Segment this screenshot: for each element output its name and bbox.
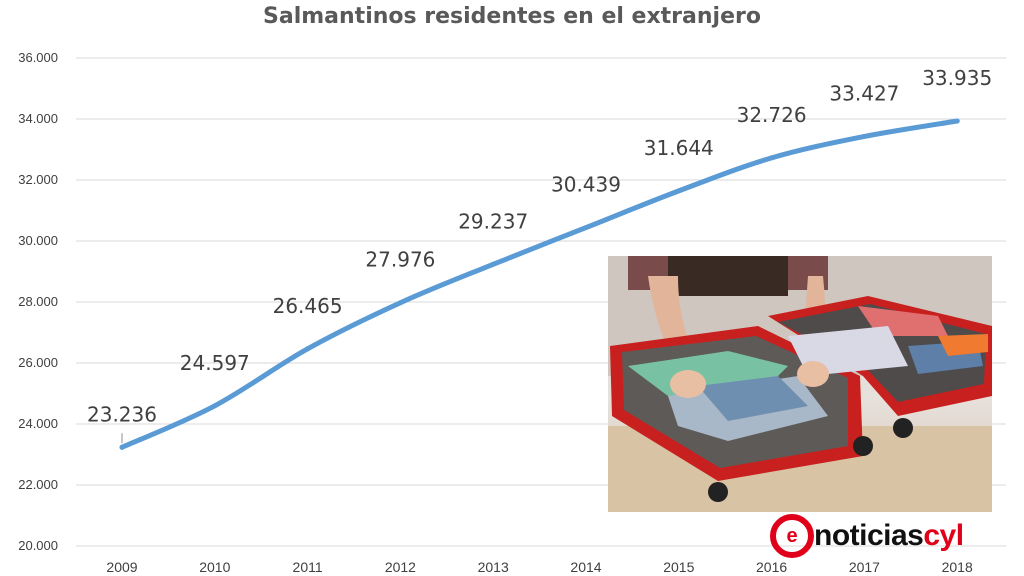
y-tick-label: 20.000 <box>18 538 58 553</box>
x-tick-label: 2017 <box>849 559 880 575</box>
x-tick-label: 2013 <box>478 559 509 575</box>
x-tick-label: 2018 <box>942 559 973 575</box>
x-tick-label: 2011 <box>293 559 323 575</box>
data-point <box>954 118 960 124</box>
y-tick-label: 34.000 <box>18 111 58 126</box>
data-label: 30.439 <box>551 173 621 197</box>
data-label: 24.597 <box>180 351 250 375</box>
data-point <box>490 261 496 267</box>
x-tick-label: 2016 <box>756 559 787 575</box>
data-label: 33.935 <box>922 66 992 90</box>
logo-word-cyl: cyl <box>923 519 964 552</box>
data-point <box>861 133 867 139</box>
data-point <box>583 225 589 231</box>
x-tick-label: 2010 <box>199 559 230 575</box>
data-label: 29.237 <box>458 209 528 233</box>
data-label: 31.644 <box>644 136 714 160</box>
y-tick-label: 32.000 <box>18 172 58 187</box>
y-tick-label: 36.000 <box>18 50 58 65</box>
logo-wordmark: noticiascyl <box>814 519 964 553</box>
y-axis-ticks: 20.000 22.000 24.000 26.000 28.000 30.000 32.0… <box>18 50 58 553</box>
x-tick-label: 2012 <box>385 559 416 575</box>
x-tick-label: 2015 <box>663 559 694 575</box>
y-tick-label: 22.000 <box>18 477 58 492</box>
x-tick-label: 2009 <box>106 559 137 575</box>
data-label: 26.465 <box>273 294 343 318</box>
data-label: 27.976 <box>365 248 435 272</box>
x-tick-label: 2014 <box>570 559 601 575</box>
noticiascyl-logo: e noticiascyl <box>770 506 964 566</box>
series <box>119 118 960 450</box>
data-point <box>212 403 218 409</box>
data-label: 32.726 <box>737 103 807 127</box>
y-tick-label: 30.000 <box>18 233 58 248</box>
data-point <box>397 300 403 306</box>
chart-title: Salmantinos residentes en el extranjero <box>263 4 761 29</box>
suitcase-photo <box>608 256 992 512</box>
series-line <box>119 118 960 450</box>
y-tick-label: 24.000 <box>18 416 58 431</box>
logo-mark: e <box>770 514 814 558</box>
y-tick-label: 28.000 <box>18 294 58 309</box>
data-label: 23.236 <box>87 402 157 426</box>
data-point <box>119 444 125 450</box>
x-axis-ticks: 2009 2010 2011 2012 2013 2014 2015 2016 2017 2018 <box>106 559 973 575</box>
data-point <box>305 346 311 352</box>
data-label: 33.427 <box>829 81 899 105</box>
gridlines <box>76 57 1006 547</box>
y-tick-label: 26.000 <box>18 355 58 370</box>
logo-word-noticias: noticias <box>814 519 924 552</box>
data-labels: 23.236 24.597 26.465 27.976 29.237 30.439 31.6… <box>87 66 992 444</box>
data-point <box>769 155 775 161</box>
data-point <box>676 188 682 194</box>
